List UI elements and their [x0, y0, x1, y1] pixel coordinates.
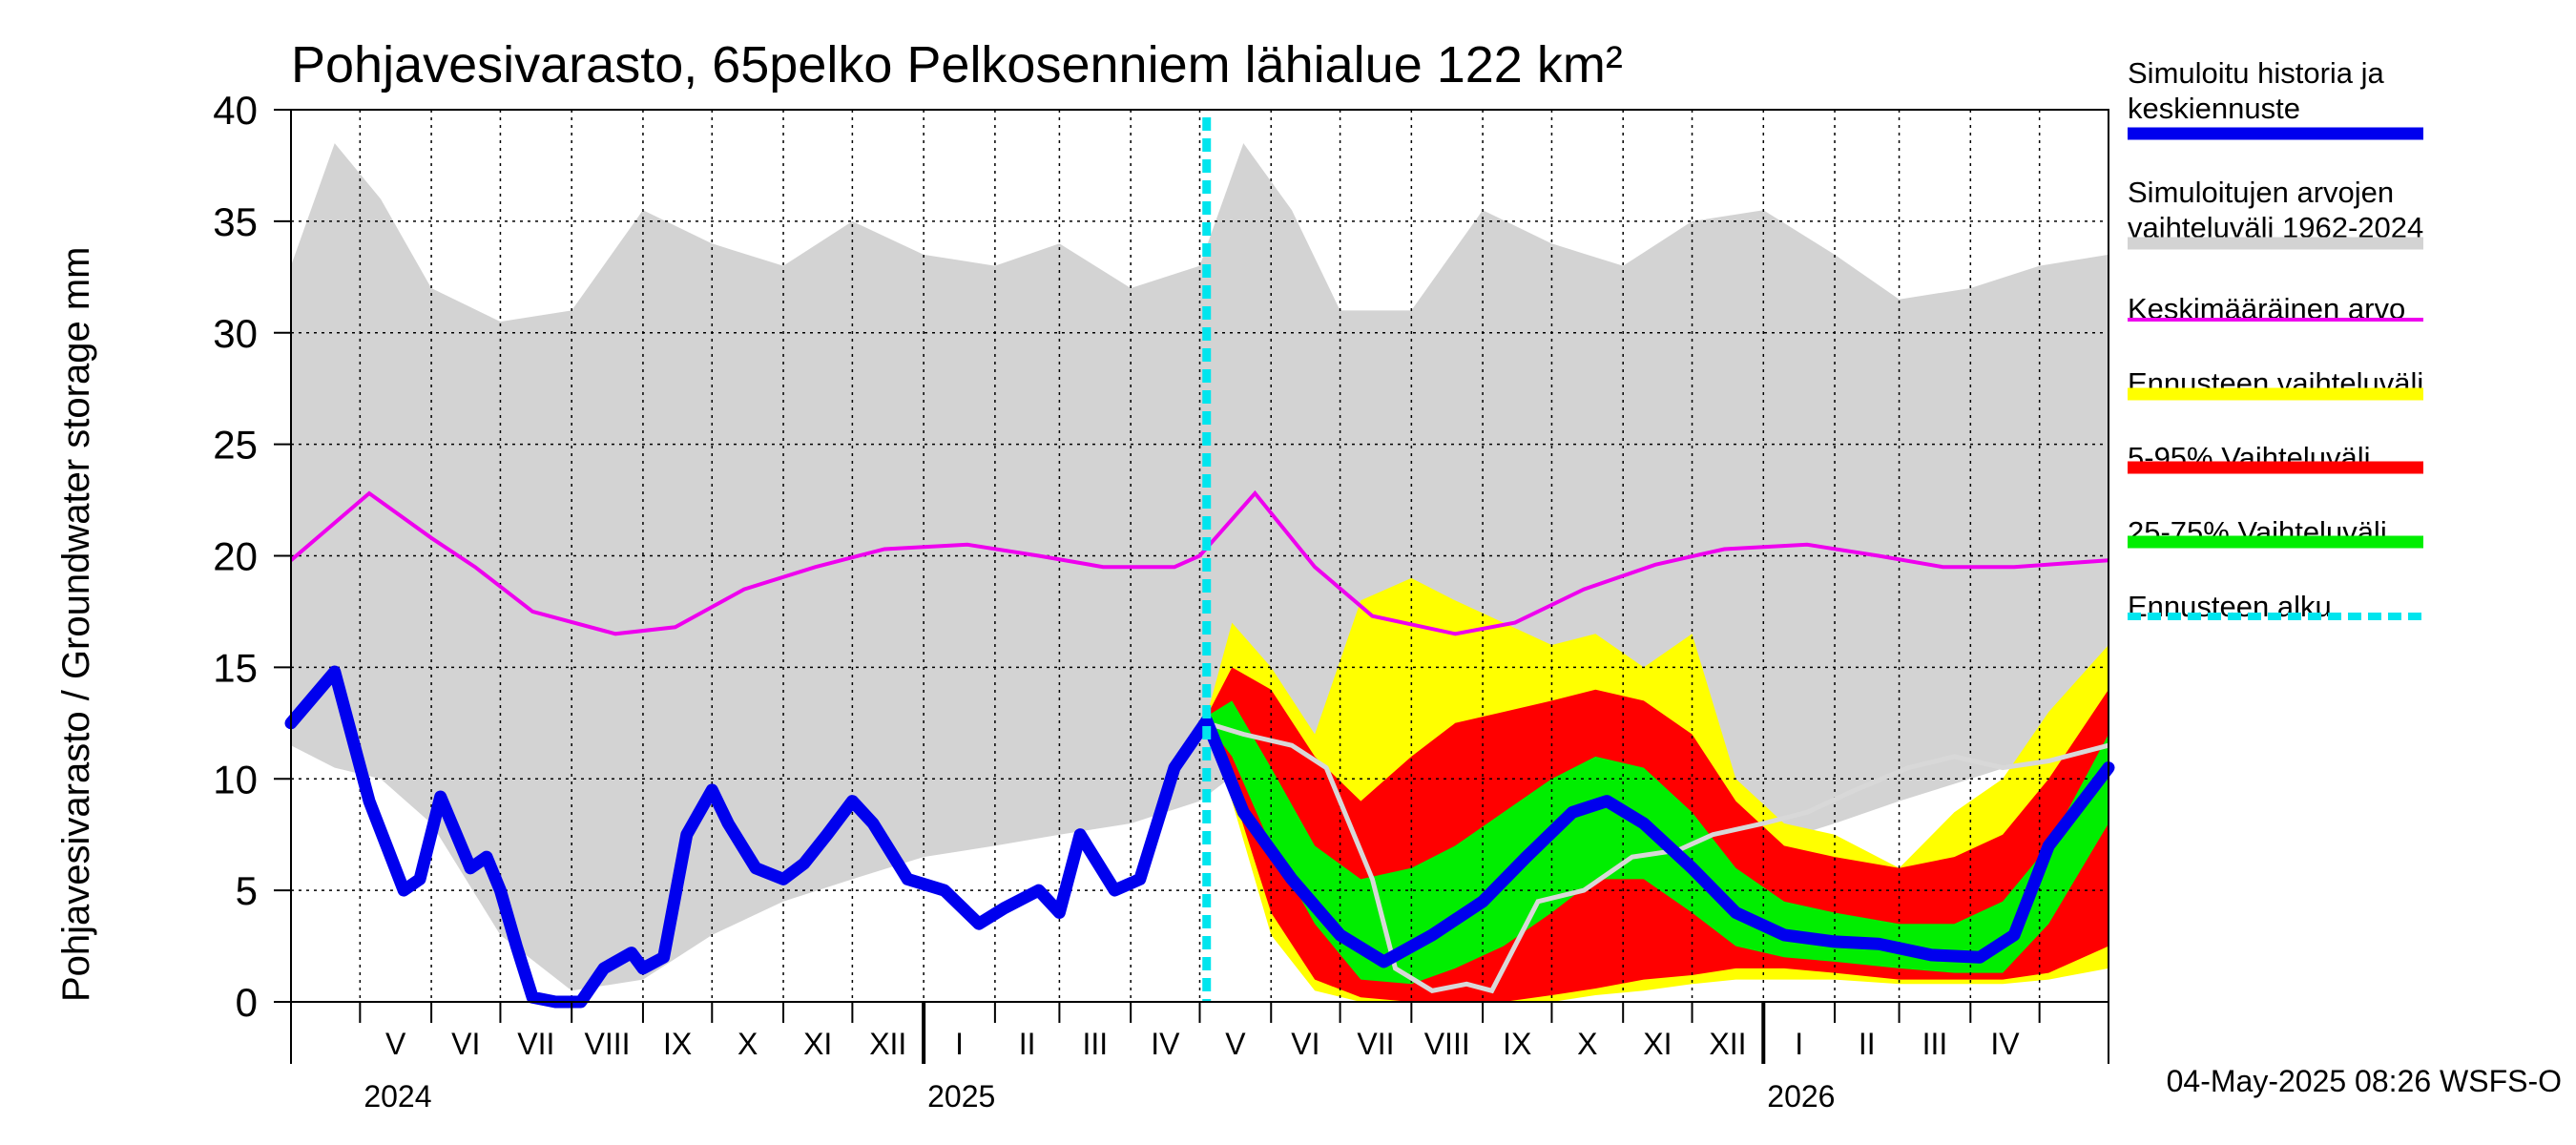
history-median-line — [284, 665, 2115, 1009]
month-label: II — [1019, 1027, 1036, 1061]
legend-label: Simuloitujen arvojen — [2128, 176, 2394, 209]
month-label: VIII — [585, 1027, 631, 1061]
month-label: III — [1082, 1027, 1108, 1061]
month-label: IV — [1990, 1027, 2020, 1061]
month-label: IX — [663, 1027, 692, 1061]
timestamp-footer: 04-May-2025 08:26 WSFS-O — [2167, 1064, 2562, 1098]
legend-item: 5-95% Vaihteluväli — [2128, 441, 2423, 474]
year-label: 2025 — [927, 1079, 995, 1114]
month-label: X — [1577, 1027, 1597, 1061]
month-label: I — [1795, 1027, 1803, 1061]
chart-title: Pohjavesivarasto, 65pelko Pelkosenniem l… — [291, 36, 1623, 94]
legend-label: keskiennuste — [2128, 92, 2300, 125]
month-label: VI — [451, 1027, 480, 1061]
y-tick-label: 5 — [236, 868, 258, 913]
legend: Simuloitu historia jakeskiennusteSimuloi… — [2128, 56, 2423, 623]
legend-item: Ennusteen alku — [2128, 590, 2423, 623]
month-label: VII — [1357, 1027, 1394, 1061]
y-tick-label: 40 — [213, 88, 258, 133]
month-label: XII — [869, 1027, 906, 1061]
month-label: V — [1225, 1027, 1246, 1061]
y-tick-label: 10 — [213, 757, 258, 802]
y-tick-label: 25 — [213, 423, 258, 468]
month-label: XII — [1709, 1027, 1746, 1061]
month-label: IV — [1151, 1027, 1180, 1061]
month-label: IX — [1503, 1027, 1531, 1061]
reference-line — [1205, 720, 2109, 994]
year-label: 2024 — [364, 1079, 431, 1114]
year-label: 2026 — [1767, 1079, 1835, 1114]
month-label: XI — [1643, 1027, 1672, 1061]
legend-item: Ennusteen vaihteluväli — [2128, 366, 2423, 401]
y-tick-label: 20 — [213, 534, 258, 579]
y-tick-label: 0 — [236, 980, 258, 1025]
mean-line — [289, 489, 2109, 636]
legend-item: Keskimääräinen arvo — [2128, 292, 2423, 325]
y-tick-label: 30 — [213, 311, 258, 356]
y-axis-title: Pohjavesivarasto / Groundwater storage m… — [55, 247, 97, 1002]
month-label: I — [955, 1027, 964, 1061]
legend-label: Simuloitu historia ja — [2128, 56, 2385, 90]
month-label: VII — [517, 1027, 554, 1061]
y-tick-label: 35 — [213, 199, 258, 244]
y-tick-label: 15 — [213, 645, 258, 690]
month-label: VI — [1291, 1027, 1319, 1061]
month-label: III — [1922, 1027, 1948, 1061]
month-label: V — [385, 1027, 406, 1061]
legend-item: 25-75% Vaihteluväli — [2128, 515, 2423, 549]
series-lines-layer — [284, 117, 2115, 1009]
month-label: VIII — [1424, 1027, 1470, 1061]
month-label: XI — [803, 1027, 832, 1061]
month-label: X — [737, 1027, 758, 1061]
month-label: II — [1859, 1027, 1876, 1061]
